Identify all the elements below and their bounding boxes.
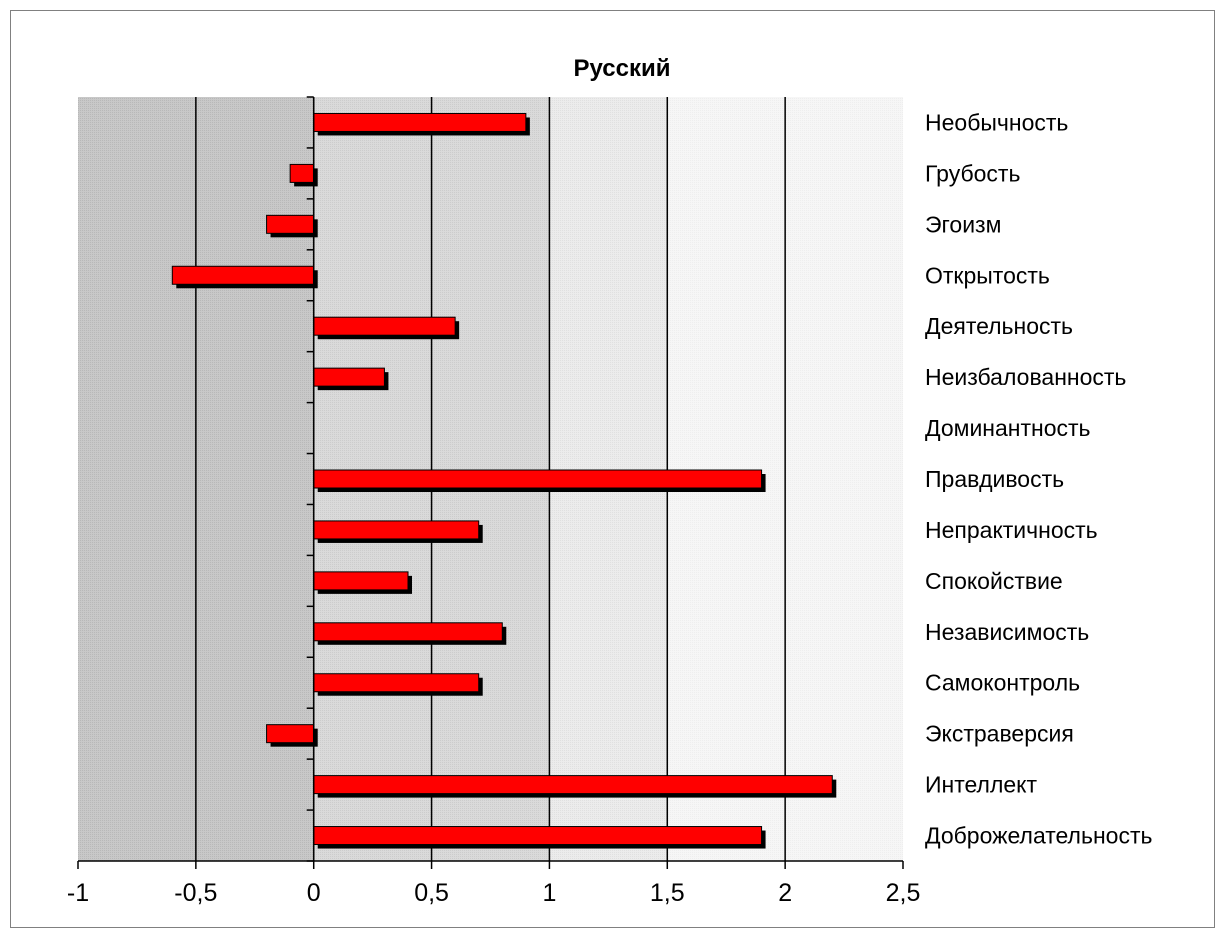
bar-fill (266, 214, 315, 234)
bar (266, 214, 318, 238)
bar-fill (313, 520, 480, 540)
bar (313, 520, 483, 543)
bar-fill (313, 469, 763, 489)
category-label: Непрактичность (925, 517, 1098, 543)
bar-fill (313, 775, 833, 795)
bar (266, 724, 318, 747)
bar (313, 367, 389, 391)
bar-fill (313, 367, 385, 387)
bar-fill (313, 571, 409, 591)
axes (77, 96, 904, 869)
bar (313, 775, 837, 798)
bar (313, 826, 766, 849)
category-label: Независимость (925, 619, 1089, 645)
bar (171, 265, 318, 289)
bar (313, 622, 507, 645)
x-tick-label: -1 (67, 879, 89, 907)
x-tick-label: 2,5 (886, 879, 921, 907)
bar-fill (313, 316, 456, 336)
category-label: Открытость (925, 262, 1050, 288)
category-label: Эгоизм (925, 211, 1001, 237)
bar-fill (266, 724, 315, 744)
x-tick-labels: -1 -0,5 0 0,5 1 1,5 2 2,5 (67, 879, 921, 907)
bar (313, 316, 460, 340)
bar-fill (289, 163, 315, 183)
category-label: Экстраверсия (925, 721, 1074, 747)
x-tick-label: -0,5 (174, 879, 217, 907)
bar-fill (313, 622, 503, 642)
bars (171, 112, 837, 849)
category-label: Доброжелательность (925, 823, 1152, 849)
category-labels: Необычность Грубость Эгоизм Открытость Деяте… (925, 109, 1152, 848)
category-label: Самоконтроль (925, 670, 1080, 696)
bar (313, 673, 483, 696)
bar (313, 571, 412, 594)
bar-fill (313, 826, 763, 846)
category-label: Необычность (925, 109, 1068, 135)
category-label: Спокойствие (925, 568, 1063, 594)
bar (289, 163, 318, 187)
bar-fill (171, 265, 315, 285)
bar (313, 112, 530, 136)
plot-band (78, 97, 196, 861)
bar (313, 469, 766, 492)
x-tick-label: 1,5 (650, 879, 685, 907)
x-tick-label: 1 (542, 879, 556, 907)
category-label: Неизбалованность (925, 364, 1126, 390)
x-tick-label: 0 (307, 879, 321, 907)
chart-title: Русский (574, 55, 671, 82)
category-label: Грубость (925, 160, 1020, 186)
x-tick-label: 0,5 (414, 879, 449, 907)
category-label: Правдивость (925, 466, 1064, 492)
category-label: Доминантность (925, 415, 1091, 441)
category-label: Интеллект (925, 772, 1037, 798)
bar-fill (313, 673, 480, 693)
category-label: Деятельность (925, 313, 1073, 339)
bar-fill (313, 112, 527, 132)
plot-band (785, 97, 903, 861)
x-tick-label: 2 (778, 879, 792, 907)
